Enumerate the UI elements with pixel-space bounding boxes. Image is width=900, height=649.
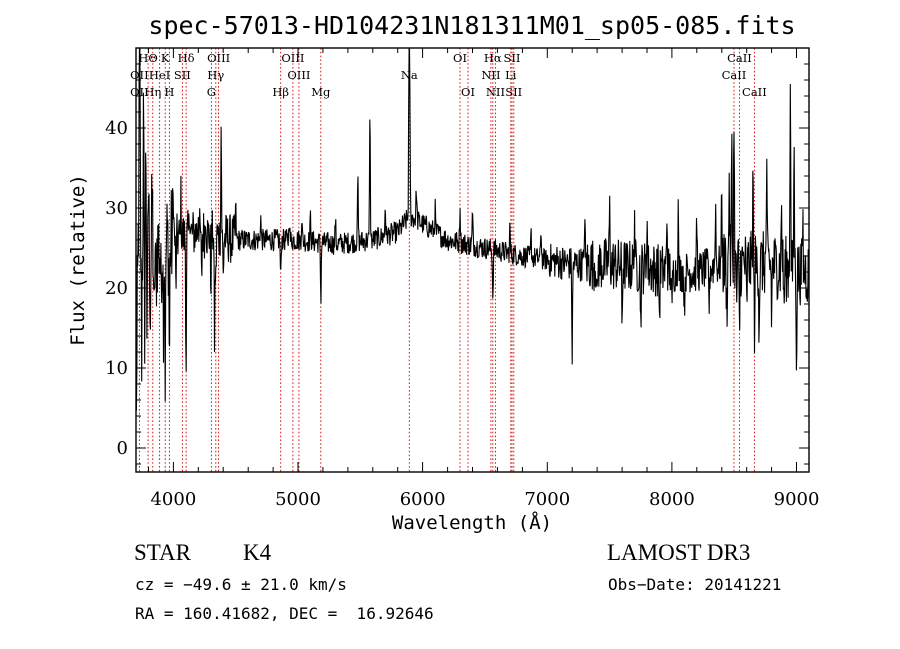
- line-marker-label: Hδ: [178, 51, 195, 65]
- y-tick-label: 40: [105, 118, 128, 139]
- observation-date: Obs−Date: 20141221: [608, 575, 782, 594]
- line-marker-label: OI: [453, 51, 467, 65]
- line-marker-label: HeI: [149, 68, 170, 82]
- line-marker-label: H: [164, 85, 174, 99]
- x-tick-label: 5000: [275, 489, 321, 510]
- object-class: STAR: [134, 540, 191, 565]
- redshift-cz: cz = −49.6 ± 21.0 km/s: [135, 575, 347, 594]
- x-tick-label: 6000: [400, 489, 446, 510]
- x-tick-label: 4000: [150, 489, 196, 510]
- x-axis-label: Wavelength (Å): [392, 511, 552, 534]
- line-marker-label: Hβ: [272, 85, 289, 99]
- line-marker-label: OI: [461, 85, 475, 99]
- line-marker-label: Mg: [311, 85, 331, 99]
- y-axis-ticks: 0 10 20 30 40: [105, 63, 809, 465]
- line-marker-label: Hη: [144, 85, 161, 99]
- x-tick-label: 9000: [774, 489, 820, 510]
- line-marker-label: Hα: [484, 51, 502, 65]
- line-marker-label: CaII: [727, 51, 752, 65]
- coordinates: RA = 160.41682, DEC = 16.92646: [135, 604, 434, 623]
- line-marker-label: CaII: [742, 85, 767, 99]
- line-marker-label: K: [161, 51, 170, 65]
- line-marker-label: SII: [504, 51, 521, 65]
- line-marker-label: OIII: [281, 51, 304, 65]
- line-marker-label: NII: [486, 85, 505, 99]
- line-marker-label: Hγ: [207, 68, 224, 82]
- chart-title: spec-57013-HD104231N181311M01_sp05-085.f…: [148, 11, 795, 40]
- line-marker-label: SII: [174, 68, 191, 82]
- line-marker-label: CaII: [722, 68, 747, 82]
- line-marker-label: G: [207, 85, 216, 99]
- spectral-subclass: K4: [243, 540, 272, 565]
- line-marker-label: Li: [505, 68, 517, 82]
- line-marker-label: HΘ: [138, 51, 157, 65]
- x-tick-label: 7000: [524, 489, 570, 510]
- y-tick-label: 20: [105, 278, 128, 299]
- y-axis-label: Flux (relative): [67, 174, 89, 346]
- line-marker-label: OIII: [207, 51, 230, 65]
- y-tick-label: 30: [105, 198, 128, 219]
- line-marker-label: SII: [505, 85, 522, 99]
- line-marker-label: OIII: [287, 68, 310, 82]
- line-marker-label: NII: [481, 68, 500, 82]
- survey-name: LAMOST DR3: [607, 540, 751, 565]
- x-tick-label: 8000: [649, 489, 695, 510]
- y-tick-label: 0: [117, 438, 128, 459]
- x-axis-ticks: 4000 5000 6000 7000 8000 9000: [148, 48, 820, 510]
- y-tick-label: 10: [105, 358, 128, 379]
- spectrum-line: [135, 47, 810, 411]
